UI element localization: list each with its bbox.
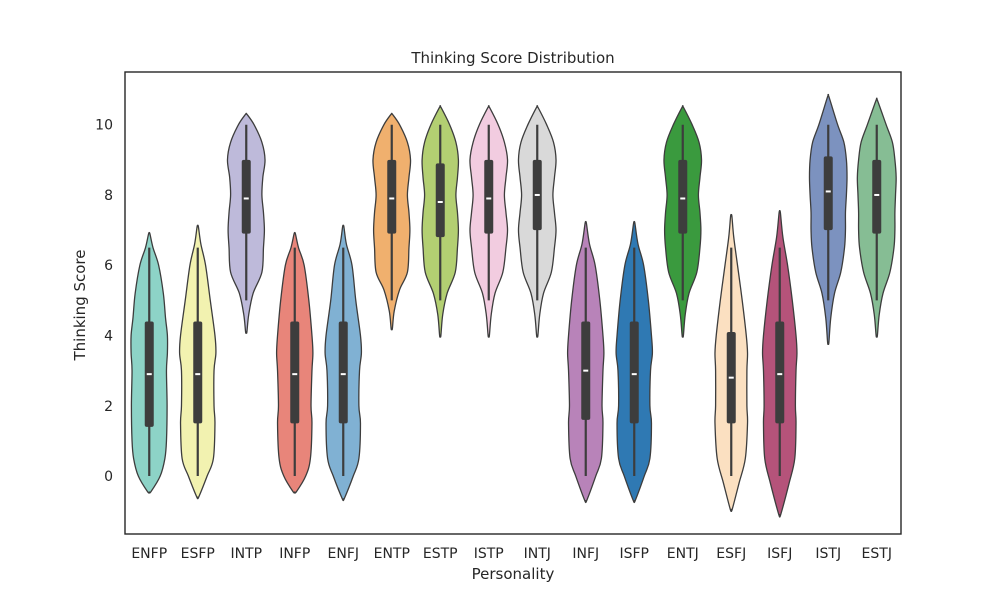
violin-istj (808, 93, 848, 345)
iqr-box-entp (387, 159, 397, 234)
x-tick-intp: INTP (230, 546, 262, 562)
iqr-box-esfp (193, 321, 203, 424)
iqr-box-entj (678, 159, 688, 234)
y-axis-ticks: 0 2 4 6 8 10 (95, 118, 113, 485)
x-tick-estp: ESTP (423, 546, 458, 562)
violin-esfj (714, 213, 749, 512)
y-tick-2: 2 (104, 399, 113, 415)
x-tick-isfj: ISFJ (767, 546, 792, 562)
plot-frame (124, 71, 902, 535)
x-tick-isfp: ISFP (619, 546, 649, 562)
x-tick-istj: ISTJ (815, 546, 841, 562)
violin-intj (517, 105, 557, 338)
x-tick-entj: ENTJ (667, 546, 699, 562)
iqr-box-intp (241, 159, 251, 234)
x-tick-istp: ISTP (474, 546, 504, 562)
x-tick-esfp: ESFP (181, 546, 215, 562)
iqr-box-estp (435, 163, 445, 238)
x-tick-enfj: ENFJ (328, 546, 360, 562)
x-tick-infp: INFP (279, 546, 310, 562)
y-tick-10: 10 (95, 118, 113, 134)
violin-isfp (615, 220, 654, 504)
x-axis-ticks: ENFP ESFP INTP INFP ENFJ ENTP ESTP ISTP INTJ INFJ… (131, 546, 892, 562)
violins-layer (130, 93, 897, 518)
x-tick-intj: INTJ (524, 546, 551, 562)
x-tick-enfp: ENFP (131, 546, 167, 562)
y-tick-0: 0 (104, 469, 113, 485)
y-axis-label: Thinking Score (71, 249, 89, 361)
x-axis-label: Personality (472, 565, 555, 583)
violin-enfp (130, 231, 169, 494)
iqr-box-infp (290, 321, 300, 424)
x-tick-estj: ESTJ (862, 546, 892, 562)
violin-estj (856, 97, 897, 338)
violin-entj (663, 105, 703, 338)
iqr-box-enfj (338, 321, 348, 424)
violin-estp (421, 105, 460, 338)
iqr-box-isfj (775, 321, 785, 424)
iqr-box-istp (484, 159, 494, 234)
violin-istp (469, 105, 509, 338)
violin-isfj (761, 210, 798, 518)
violin-esfp (178, 224, 217, 500)
y-tick-4: 4 (104, 328, 113, 344)
x-tick-esfj: ESFJ (716, 546, 746, 562)
violin-entp (372, 112, 412, 331)
iqr-box-estj (872, 159, 882, 234)
violin-intp (226, 112, 266, 334)
iqr-box-isfp (629, 321, 639, 424)
x-tick-entp: ENTP (374, 546, 410, 562)
chart-title: Thinking Score Distribution (410, 49, 614, 67)
y-tick-6: 6 (104, 258, 113, 274)
y-tick-8: 8 (104, 188, 113, 204)
x-tick-infj: INFJ (572, 546, 599, 562)
violin-enfj (324, 224, 363, 502)
violin-infj (566, 220, 605, 504)
iqr-box-istj (823, 156, 833, 231)
violin-infp (275, 231, 314, 494)
